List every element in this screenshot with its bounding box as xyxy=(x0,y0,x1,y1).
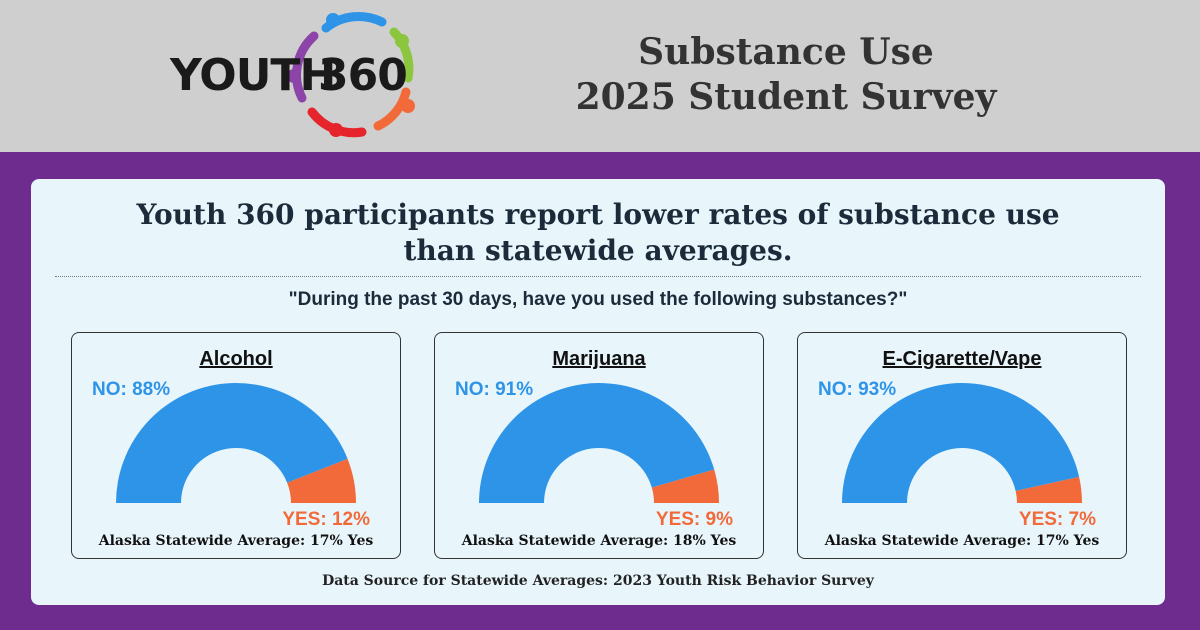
gauge-segment-no xyxy=(479,383,715,503)
chart-title: E-Cigarette/Vape xyxy=(882,348,1042,370)
content-panel: Youth 360 participants report lower rate… xyxy=(31,179,1165,605)
headline-line-1: Youth 360 participants report lower rate… xyxy=(136,198,1060,231)
title-line-1: Substance Use xyxy=(638,31,934,73)
chart-card-marijuana: Marijuana NO: 91% YES: 9% Alaska Statewi… xyxy=(434,332,764,559)
headline: Youth 360 participants report lower rate… xyxy=(31,197,1165,269)
gauge-segment-no xyxy=(842,382,1080,503)
gauge-chart-alcohol xyxy=(116,383,356,503)
headline-line-2: than statewide averages. xyxy=(403,234,793,267)
gauge-segment-yes xyxy=(651,469,719,503)
yes-label: YES: 9% xyxy=(655,509,733,530)
gauge-segment-yes xyxy=(287,458,356,503)
page-title: Substance Use 2025 Student Survey xyxy=(560,30,1012,120)
chart-card-alcohol: Alcohol NO: 88% YES: 12% Alaska Statewid… xyxy=(71,332,401,559)
gauge-segment-yes xyxy=(1015,476,1082,503)
dotted-divider xyxy=(55,276,1141,277)
logo-number: 360 xyxy=(318,50,408,101)
data-source-note: Data Source for Statewide Averages: 2023… xyxy=(322,573,874,589)
header-banner: YOUTH 360 Substance Use 2025 Student Sur… xyxy=(0,0,1200,152)
logo-ring-icon xyxy=(287,11,415,138)
no-label: NO: 88% xyxy=(92,379,171,400)
chart-card-ecigarette: E-Cigarette/Vape NO: 93% YES: 7% Alaska … xyxy=(797,332,1127,559)
title-line-2: 2025 Student Survey xyxy=(575,76,997,118)
chart-title: Marijuana xyxy=(552,348,646,370)
gauge-segment-no xyxy=(116,383,348,503)
logo-word: YOUTH xyxy=(170,50,336,101)
gauge-chart-marijuana xyxy=(479,383,719,503)
no-label: NO: 91% xyxy=(455,379,534,400)
statewide-average: Alaska Statewide Average: 17% Yes xyxy=(98,533,374,549)
chart-title: Alcohol xyxy=(199,348,273,370)
gauge-chart-ecigarette xyxy=(842,382,1082,503)
no-label: NO: 93% xyxy=(818,379,897,400)
youth360-logo: YOUTH 360 xyxy=(168,8,428,144)
statewide-average: Alaska Statewide Average: 17% Yes xyxy=(824,533,1100,549)
yes-label: YES: 7% xyxy=(1018,509,1096,530)
survey-question: "During the past 30 days, have you used … xyxy=(288,289,908,310)
statewide-average: Alaska Statewide Average: 18% Yes xyxy=(461,533,737,549)
yes-label: YES: 12% xyxy=(282,509,370,530)
